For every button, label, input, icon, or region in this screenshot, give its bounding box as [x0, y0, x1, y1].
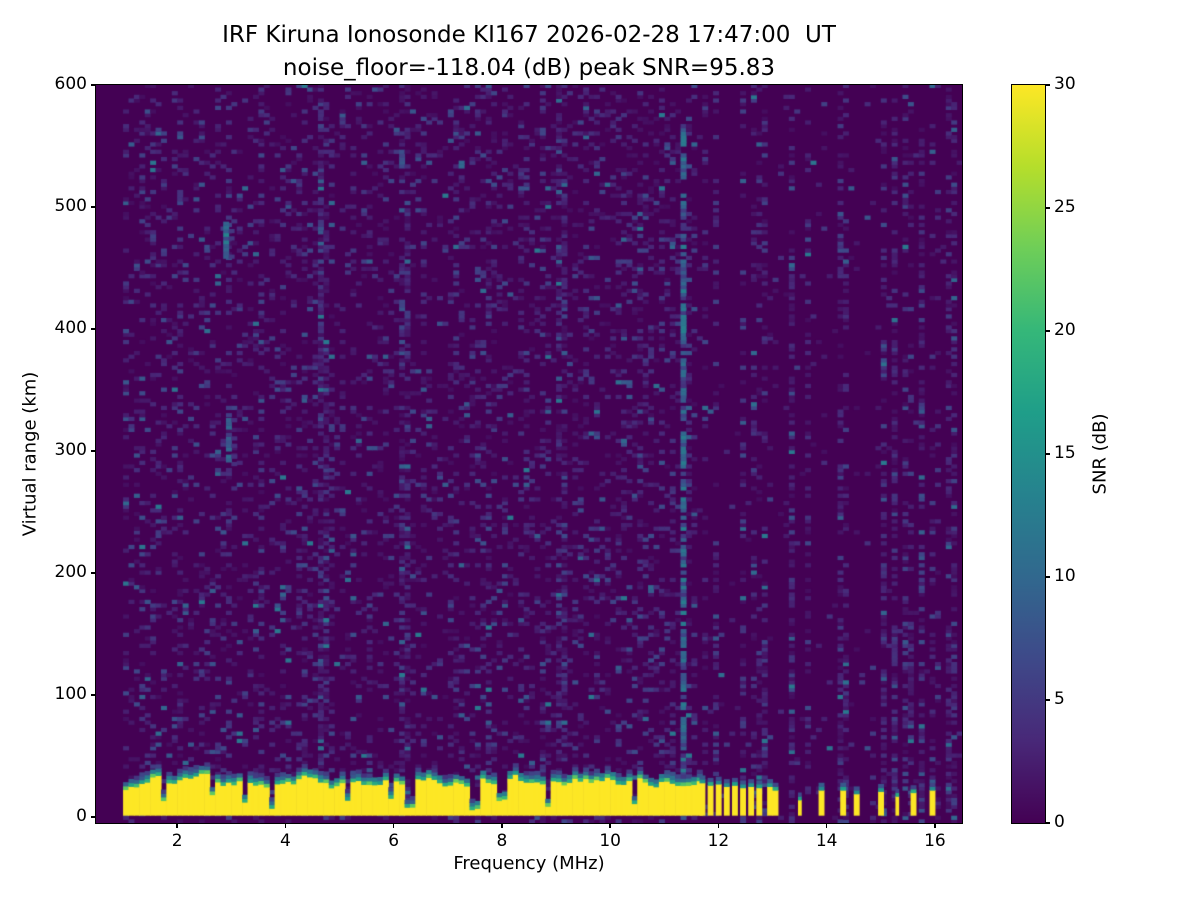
y-tick-label: 300: [54, 439, 87, 460]
y-tick-mark: [91, 694, 96, 696]
y-tick-mark: [91, 816, 96, 818]
y-tick-mark: [91, 328, 96, 330]
x-tick-mark: [825, 823, 828, 828]
x-tick-mark: [717, 823, 720, 828]
colorbar-tick-label: 25: [1054, 197, 1076, 217]
heatmap-canvas: [96, 85, 962, 823]
y-tick-mark: [91, 206, 96, 208]
x-tick-mark: [392, 823, 395, 828]
x-tick-label: 2: [171, 831, 183, 851]
x-tick-mark: [501, 823, 503, 828]
chart-title: IRF Kiruna Ionosonde KI167 2026-02-28 17…: [222, 22, 836, 48]
colorbar: [1011, 84, 1046, 824]
y-tick-label: 400: [54, 317, 87, 338]
colorbar-tick-mark: [1045, 84, 1050, 86]
colorbar-tick-label: 0: [1054, 812, 1065, 832]
x-tick-label: 8: [496, 831, 508, 851]
y-tick-mark: [91, 84, 96, 86]
x-tick-label: 10: [599, 831, 621, 851]
y-tick-label: 100: [54, 683, 87, 704]
y-tick-label: 600: [54, 74, 87, 94]
colorbar-tick-label: 10: [1054, 566, 1076, 586]
x-tick-label: 12: [707, 831, 730, 851]
y-tick-mark: [91, 450, 96, 452]
chart-subtitle: noise_floor=-118.04 (dB) peak SNR=95.83: [282, 55, 776, 81]
colorbar-tick-label: 5: [1054, 689, 1065, 709]
y-tick-mark: [91, 572, 96, 574]
x-tick-label: 16: [924, 831, 946, 851]
x-tick-label: 14: [815, 831, 838, 851]
x-tick-mark: [284, 823, 287, 828]
x-tick-label: 6: [388, 831, 400, 851]
colorbar-tick-label: 30: [1054, 74, 1076, 94]
y-tick-label: 200: [54, 561, 87, 582]
x-axis-label: Frequency (MHz): [453, 853, 605, 874]
colorbar-tick-mark: [1045, 576, 1050, 578]
colorbar-tick-label: 20: [1054, 320, 1076, 340]
x-tick-mark: [176, 823, 178, 828]
colorbar-tick-mark: [1045, 207, 1050, 209]
colorbar-tick-mark: [1045, 330, 1050, 332]
colorbar-tick-label: 15: [1054, 443, 1076, 463]
x-tick-mark: [934, 823, 936, 828]
x-tick-label: 4: [280, 831, 291, 851]
colorbar-tick-mark: [1045, 699, 1050, 701]
colorbar-tick-mark: [1045, 453, 1050, 455]
colorbar-tick-mark: [1045, 822, 1050, 824]
x-tick-mark: [609, 823, 611, 828]
heatmap-plot-area: [95, 84, 963, 824]
y-tick-label: 500: [54, 195, 87, 216]
y-tick-label: 0: [76, 805, 87, 826]
